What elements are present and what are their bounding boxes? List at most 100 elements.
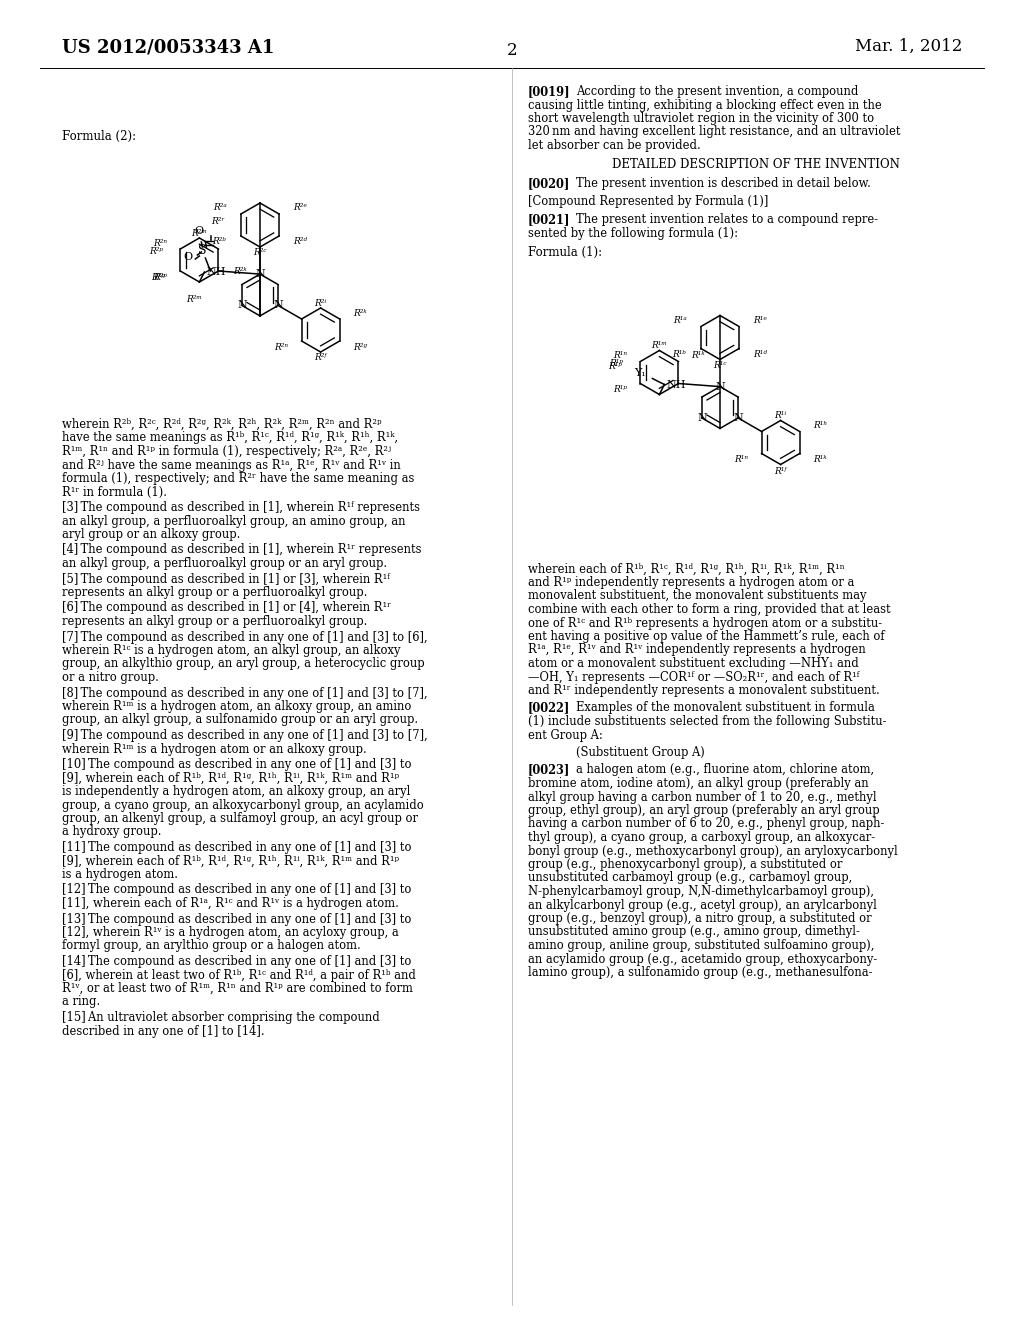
Text: NH: NH bbox=[667, 380, 686, 389]
Text: N-phenylcarbamoyl group, N,N-dimethylcarbamoyl group),: N-phenylcarbamoyl group, N,N-dimethylcar… bbox=[528, 884, 874, 898]
Text: atom or a monovalent substituent excluding —NHY₁ and: atom or a monovalent substituent excludi… bbox=[528, 657, 859, 671]
Text: N: N bbox=[697, 413, 707, 422]
Text: R²ᵐ: R²ᵐ bbox=[186, 294, 203, 304]
Text: [0023]: [0023] bbox=[528, 763, 570, 776]
Text: group, ethyl group), an aryl group (preferably an aryl group: group, ethyl group), an aryl group (pref… bbox=[528, 804, 880, 817]
Text: R²ᵖ: R²ᵖ bbox=[152, 273, 165, 282]
Text: R¹ᵏ: R¹ᵏ bbox=[691, 351, 705, 360]
Text: NH: NH bbox=[207, 267, 226, 277]
Text: R¹ᵖ: R¹ᵖ bbox=[608, 362, 623, 371]
Text: combine with each other to form a ring, provided that at least: combine with each other to form a ring, … bbox=[528, 603, 891, 616]
Text: [0022]: [0022] bbox=[528, 701, 570, 714]
Text: Formula (2):: Formula (2): bbox=[62, 129, 136, 143]
Text: a ring.: a ring. bbox=[62, 995, 100, 1008]
Text: R²ⁿ: R²ⁿ bbox=[274, 342, 288, 351]
Text: [12], wherein R¹ᵛ is a hydrogen atom, an acyloxy group, a: [12], wherein R¹ᵛ is a hydrogen atom, an… bbox=[62, 927, 398, 939]
Text: [Compound Represented by Formula (1)]: [Compound Represented by Formula (1)] bbox=[528, 195, 768, 209]
Text: a halogen atom (e.g., fluorine atom, chlorine atom,: a halogen atom (e.g., fluorine atom, chl… bbox=[575, 763, 874, 776]
Text: R¹ⁿ: R¹ⁿ bbox=[613, 351, 627, 360]
Text: R¹ʰ: R¹ʰ bbox=[813, 421, 827, 430]
Text: let absorber can be provided.: let absorber can be provided. bbox=[528, 139, 700, 152]
Text: R²ᵈ: R²ᵈ bbox=[294, 238, 307, 247]
Text: an alkylcarbonyl group (e.g., acetyl group), an arylcarbonyl: an alkylcarbonyl group (e.g., acetyl gro… bbox=[528, 899, 877, 912]
Text: R²ᶠ: R²ᶠ bbox=[314, 352, 327, 362]
Text: R²ʳ: R²ʳ bbox=[211, 216, 225, 226]
Text: alkyl group having a carbon number of 1 to 20, e.g., methyl: alkyl group having a carbon number of 1 … bbox=[528, 791, 877, 804]
Text: bromine atom, iodine atom), an alkyl group (preferably an: bromine atom, iodine atom), an alkyl gro… bbox=[528, 777, 868, 789]
Text: According to the present invention, a compound: According to the present invention, a co… bbox=[575, 84, 858, 98]
Text: R¹ᵐ: R¹ᵐ bbox=[651, 342, 668, 351]
Text: [8] The compound as described in any one of [1] and [3] to [7],: [8] The compound as described in any one… bbox=[62, 686, 428, 700]
Text: having a carbon number of 6 to 20, e.g., phenyl group, naph-: having a carbon number of 6 to 20, e.g.,… bbox=[528, 817, 885, 830]
Text: bonyl group (e.g., methoxycarbonyl group), an aryloxycarbonyl: bonyl group (e.g., methoxycarbonyl group… bbox=[528, 845, 898, 858]
Text: R²ᵖ: R²ᵖ bbox=[153, 272, 167, 281]
Text: thyl group), a cyano group, a carboxyl group, an alkoxycar-: thyl group), a cyano group, a carboxyl g… bbox=[528, 832, 876, 843]
Text: an acylamido group (e.g., acetamido group, ethoxycarbony-: an acylamido group (e.g., acetamido grou… bbox=[528, 953, 878, 965]
Text: R¹ᵏ: R¹ᵏ bbox=[813, 455, 826, 465]
Text: R¹ᶜ: R¹ᶜ bbox=[714, 360, 727, 370]
Text: [0019]: [0019] bbox=[528, 84, 570, 98]
Text: ent Group A:: ent Group A: bbox=[528, 729, 603, 742]
Text: formyl group, an arylthio group or a halogen atom.: formyl group, an arylthio group or a hal… bbox=[62, 940, 360, 953]
Text: Formula (1):: Formula (1): bbox=[528, 246, 602, 259]
Text: wherein R¹ᶜ is a hydrogen atom, an alkyl group, an alkoxy: wherein R¹ᶜ is a hydrogen atom, an alkyl… bbox=[62, 644, 400, 657]
Text: [9], wherein each of R¹ᵇ, R¹ᵈ, R¹ᵍ, R¹ʰ, R¹ⁱ, R¹ᵏ, R¹ᵐ and R¹ᵖ: [9], wherein each of R¹ᵇ, R¹ᵈ, R¹ᵍ, R¹ʰ,… bbox=[62, 854, 399, 867]
Text: wherein R²ᵇ, R²ᶜ, R²ᵈ, R²ᵍ, R²ᵏ, R²ʰ, R²ᵏ, R²ᵐ, R²ⁿ and R²ᵖ: wherein R²ᵇ, R²ᶜ, R²ᵈ, R²ᵍ, R²ᵏ, R²ʰ, R²… bbox=[62, 418, 382, 432]
Text: O: O bbox=[184, 252, 193, 261]
Text: short wavelength ultraviolet region in the vicinity of 300 to: short wavelength ultraviolet region in t… bbox=[528, 112, 874, 125]
Text: and R¹ʳ independently represents a monovalent substituent.: and R¹ʳ independently represents a monov… bbox=[528, 684, 880, 697]
Text: [6] The compound as described in [1] or [4], wherein R¹ʳ: [6] The compound as described in [1] or … bbox=[62, 602, 391, 615]
Text: N: N bbox=[237, 301, 247, 310]
Text: represents an alkyl group or a perfluoroalkyl group.: represents an alkyl group or a perfluoro… bbox=[62, 586, 368, 599]
Text: group (e.g., benzoyl group), a nitro group, a substituted or: group (e.g., benzoyl group), a nitro gro… bbox=[528, 912, 871, 925]
Text: one of R¹ᶜ and R¹ᵇ represents a hydrogen atom or a substitu-: one of R¹ᶜ and R¹ᵇ represents a hydrogen… bbox=[528, 616, 882, 630]
Text: [13] The compound as described in any one of [1] and [3] to: [13] The compound as described in any on… bbox=[62, 912, 412, 925]
Text: R¹ⁿ: R¹ⁿ bbox=[734, 455, 749, 465]
Text: R²ᵏ: R²ᵏ bbox=[233, 268, 247, 276]
Text: R²ⁱ: R²ⁱ bbox=[314, 300, 327, 308]
Text: R²ᵖ: R²ᵖ bbox=[150, 248, 164, 256]
Text: or a nitro group.: or a nitro group. bbox=[62, 671, 159, 684]
Text: O: O bbox=[195, 226, 204, 236]
Text: R²ᶜ: R²ᶜ bbox=[253, 248, 266, 257]
Text: R²ᵏ: R²ᵏ bbox=[353, 309, 367, 318]
Text: S: S bbox=[198, 243, 207, 256]
Text: [3] The compound as described in [1], wherein R¹ᶠ represents: [3] The compound as described in [1], wh… bbox=[62, 502, 420, 513]
Text: US 2012/0053343 A1: US 2012/0053343 A1 bbox=[62, 38, 274, 55]
Text: N: N bbox=[273, 301, 283, 310]
Text: [9] The compound as described in any one of [1] and [3] to [7],: [9] The compound as described in any one… bbox=[62, 729, 428, 742]
Text: a hydroxy group.: a hydroxy group. bbox=[62, 825, 162, 838]
Text: wherein R¹ᵐ is a hydrogen atom, an alkoxy group, an amino: wherein R¹ᵐ is a hydrogen atom, an alkox… bbox=[62, 700, 412, 713]
Text: R²ⁿ: R²ⁿ bbox=[153, 239, 167, 248]
Text: The present invention is described in detail below.: The present invention is described in de… bbox=[575, 177, 870, 190]
Text: Y₁: Y₁ bbox=[635, 367, 646, 378]
Text: group, an alkyl group, a sulfonamido group or an aryl group.: group, an alkyl group, a sulfonamido gro… bbox=[62, 714, 418, 726]
Text: Examples of the monovalent substituent in formula: Examples of the monovalent substituent i… bbox=[575, 701, 874, 714]
Text: is independently a hydrogen atom, an alkoxy group, an aryl: is independently a hydrogen atom, an alk… bbox=[62, 785, 411, 799]
Text: causing little tinting, exhibiting a blocking effect even in the: causing little tinting, exhibiting a blo… bbox=[528, 99, 882, 111]
Text: N: N bbox=[733, 413, 743, 422]
Text: group, a cyano group, an alkoxycarbonyl group, an acylamido: group, a cyano group, an alkoxycarbonyl … bbox=[62, 799, 424, 812]
Text: R¹ⁱ: R¹ⁱ bbox=[774, 412, 786, 421]
Text: R²ᵉ: R²ᵉ bbox=[294, 203, 307, 213]
Text: have the same meanings as R¹ᵇ, R¹ᶜ, R¹ᵈ, R¹ᵍ, R¹ᵏ, R¹ʰ, R¹ᵏ,: have the same meanings as R¹ᵇ, R¹ᶜ, R¹ᵈ,… bbox=[62, 432, 398, 445]
Text: and R²ʲ have the same meanings as R¹ᵃ, R¹ᵉ, R¹ᵛ and R¹ᵛ in: and R²ʲ have the same meanings as R¹ᵃ, R… bbox=[62, 458, 400, 471]
Text: [5] The compound as described in [1] or [3], wherein R¹ᶠ: [5] The compound as described in [1] or … bbox=[62, 573, 390, 586]
Text: formula (1), respectively; and R²ʳ have the same meaning as: formula (1), respectively; and R²ʳ have … bbox=[62, 473, 415, 484]
Text: ent having a positive op value of the Hammett’s rule, each of: ent having a positive op value of the Ha… bbox=[528, 630, 885, 643]
Text: amino group, aniline group, substituted sulfoamino group),: amino group, aniline group, substituted … bbox=[528, 939, 874, 952]
Text: R¹ᶠ: R¹ᶠ bbox=[774, 466, 786, 475]
Text: R¹ᵃ: R¹ᵃ bbox=[673, 315, 686, 325]
Text: group, an alkylthio group, an aryl group, a heterocyclic group: group, an alkylthio group, an aryl group… bbox=[62, 657, 425, 671]
Text: described in any one of [1] to [14].: described in any one of [1] to [14]. bbox=[62, 1024, 264, 1038]
Text: [11] The compound as described in any one of [1] and [3] to: [11] The compound as described in any on… bbox=[62, 841, 412, 854]
Text: Mar. 1, 2012: Mar. 1, 2012 bbox=[855, 38, 962, 55]
Text: represents an alkyl group or a perfluoroalkyl group.: represents an alkyl group or a perfluoro… bbox=[62, 615, 368, 628]
Text: R¹ᵖ: R¹ᵖ bbox=[609, 359, 624, 368]
Text: 2: 2 bbox=[507, 42, 517, 59]
Text: wherein R¹ᵐ is a hydrogen atom or an alkoxy group.: wherein R¹ᵐ is a hydrogen atom or an alk… bbox=[62, 742, 367, 755]
Text: —OH, Y₁ represents —COR¹ᶠ or —SO₂R¹ʳ, and each of R¹ᶠ: —OH, Y₁ represents —COR¹ᶠ or —SO₂R¹ʳ, an… bbox=[528, 671, 859, 684]
Text: unsubstituted amino group (e.g., amino group, dimethyl-: unsubstituted amino group (e.g., amino g… bbox=[528, 925, 860, 939]
Text: [11], wherein each of R¹ᵃ, R¹ᶜ and R¹ᵛ is a hydrogen atom.: [11], wherein each of R¹ᵃ, R¹ᶜ and R¹ᵛ i… bbox=[62, 898, 399, 909]
Text: group (e.g., phenoxycarbonyl group), a substituted or: group (e.g., phenoxycarbonyl group), a s… bbox=[528, 858, 843, 871]
